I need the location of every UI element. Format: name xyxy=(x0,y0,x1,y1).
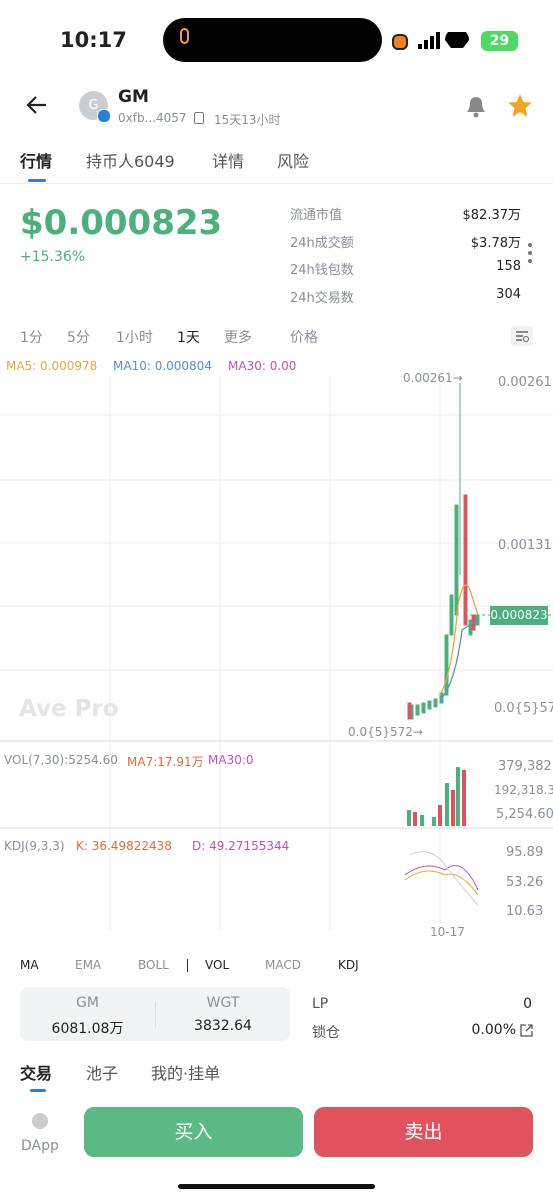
section-tab[interactable]: 池子 xyxy=(86,1064,119,1083)
lp-label: LP xyxy=(312,996,329,1012)
battery: 29 xyxy=(481,31,518,51)
stat-label: 24h成交额 xyxy=(290,235,354,251)
stat-value: $82.37万 xyxy=(462,208,522,223)
more-button[interactable] xyxy=(527,242,533,264)
kdj-d: D: 49.27155344 xyxy=(192,839,290,853)
lock-label: 锁仓 xyxy=(312,1025,340,1041)
price-change: +15.36% xyxy=(20,249,86,265)
date-label: 10-17 xyxy=(430,925,465,939)
price-axis-label: 0.0{5}571 xyxy=(494,701,553,716)
lp-value: 0 xyxy=(523,996,532,1012)
token-symbol: GM xyxy=(76,995,99,1011)
back-button[interactable] xyxy=(26,95,48,115)
vol-axis-label: 5,254.60 xyxy=(496,807,553,822)
price-axis-label: 0.00261 xyxy=(498,375,552,390)
indicator[interactable]: VOL xyxy=(205,958,230,972)
interval[interactable]: 1分 xyxy=(20,330,43,346)
indicator[interactable]: BOLL xyxy=(138,958,169,972)
tab-indicator xyxy=(28,179,46,182)
lock-value: 0.00% xyxy=(471,1022,516,1038)
section-tab[interactable]: 我的·挂单 xyxy=(151,1064,221,1083)
external-link[interactable] xyxy=(520,1024,533,1037)
vol-axis-label: 192,318.30 xyxy=(494,783,553,797)
ma5: MA5: 0.000978 xyxy=(6,359,98,373)
status-time: 10:17 xyxy=(60,28,127,52)
stat-value: 158 xyxy=(496,259,521,274)
interval[interactable]: 5分 xyxy=(67,330,90,346)
tab[interactable]: 持币人6049 xyxy=(86,152,175,171)
vol-title: VOL(7,30):5254.60 xyxy=(4,753,118,767)
sell-button[interactable]: 卖出 xyxy=(314,1107,533,1157)
indicator[interactable]: KDJ xyxy=(338,958,359,972)
price: $0.000823 xyxy=(20,203,223,243)
token-age: 15天13小时 xyxy=(214,113,281,127)
chart-settings[interactable] xyxy=(511,326,533,346)
buy-button[interactable]: 买入 xyxy=(84,1107,303,1157)
interval[interactable]: 1天 xyxy=(177,330,200,346)
copy-icon[interactable] xyxy=(194,112,204,124)
high-marker: 0.00261→ xyxy=(403,371,463,385)
stat-label: 24h交易数 xyxy=(290,290,354,306)
interval[interactable]: 价格 xyxy=(290,330,318,346)
tab-indicator xyxy=(30,1089,46,1092)
stat-value: $3.78万 xyxy=(470,235,521,251)
dapp-icon[interactable] xyxy=(32,1113,48,1129)
separator xyxy=(155,1002,156,1028)
kdj-title: KDJ(9,3,3) xyxy=(4,839,65,853)
indicator[interactable]: EMA xyxy=(75,958,102,972)
vol-ma30: MA30:0 xyxy=(208,753,254,767)
kdj-axis-label: 53.26 xyxy=(506,875,544,890)
ma30: MA30: 0.00 xyxy=(228,359,297,373)
chain-badge xyxy=(97,109,111,123)
low-marker: 0.0{5}572→ xyxy=(348,725,423,739)
stat-value: 304 xyxy=(496,286,521,302)
token-avatar: G xyxy=(79,91,108,120)
tab[interactable]: 行情 xyxy=(20,152,53,171)
token-amount: 6081.08万 xyxy=(51,1021,124,1037)
token-amount: 3832.64 xyxy=(194,1018,252,1034)
tab[interactable]: 风险 xyxy=(277,152,310,171)
token-name: GM xyxy=(118,87,149,107)
interval[interactable]: 更多 xyxy=(224,330,252,346)
status-icons xyxy=(418,32,469,49)
token-address[interactable]: 0xfb...4057 xyxy=(118,111,187,125)
kdj-axis-label: 95.89 xyxy=(506,845,544,860)
separator xyxy=(187,959,188,972)
stat-label: 24h钱包数 xyxy=(290,263,354,278)
favorite-button[interactable] xyxy=(507,93,533,118)
stat-label: 流通市值 xyxy=(290,208,343,223)
indicator[interactable]: MACD xyxy=(265,958,301,972)
record-dot xyxy=(392,34,408,50)
mic-icon xyxy=(180,28,189,44)
home-indicator xyxy=(178,1184,375,1189)
dynamic-island xyxy=(163,18,382,62)
vol-ma7: MA7:17.91万 xyxy=(127,755,204,769)
dapp-label[interactable]: DApp xyxy=(21,1138,59,1154)
kline-chart xyxy=(0,375,553,930)
indicator[interactable]: MA xyxy=(20,958,39,972)
token-symbol: WGT xyxy=(206,995,240,1011)
current-price-tag: 0.000823 xyxy=(490,606,548,625)
divider xyxy=(0,183,553,184)
kdj-axis-label: 10.63 xyxy=(506,904,544,919)
section-tab[interactable]: 交易 xyxy=(20,1064,53,1083)
alert-button[interactable] xyxy=(463,92,489,118)
interval[interactable]: 1小时 xyxy=(116,330,153,346)
watermark: Ave Pro xyxy=(19,696,119,722)
ma10: MA10: 0.000804 xyxy=(113,359,212,373)
price-axis-label: 0.00131 xyxy=(498,538,552,553)
vol-axis-label: 379,382 xyxy=(498,759,552,774)
kdj-k: K: 36.49822438 xyxy=(76,839,172,853)
tab[interactable]: 详情 xyxy=(212,152,245,171)
